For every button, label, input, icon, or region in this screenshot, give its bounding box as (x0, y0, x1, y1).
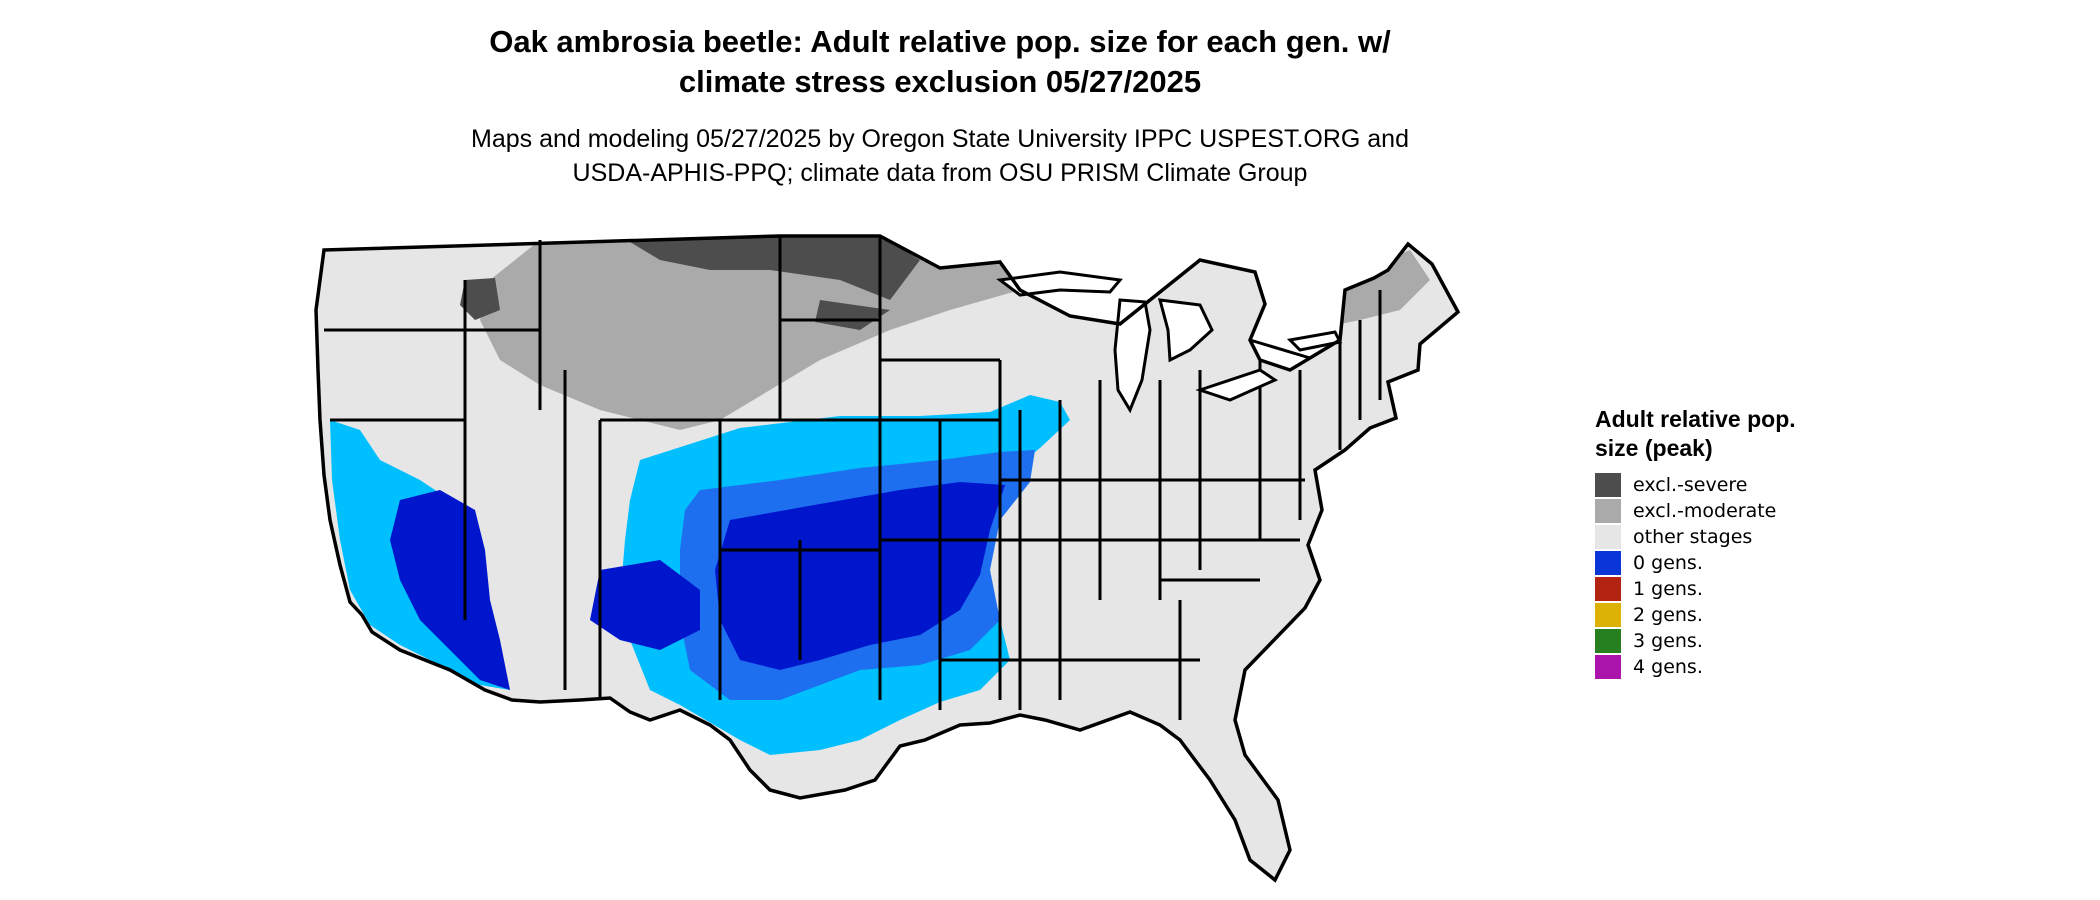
legend-swatch (1595, 655, 1621, 679)
state-border-line (324, 236, 1382, 720)
legend-swatch (1595, 525, 1621, 549)
map-subtitle-line-1: Maps and modeling 05/27/2025 by Oregon S… (471, 125, 1409, 153)
zone-excl-severe-north (620, 236, 920, 300)
zone-orange-keys (1230, 874, 1260, 880)
legend-label: other stages (1633, 526, 1753, 548)
map-title-line-2: climate stress exclusion 05/27/2025 (678, 64, 1202, 99)
legend-label: 0 gens. (1633, 552, 1703, 574)
legend-label: 1 gens. (1633, 578, 1703, 600)
us-map (314, 234, 1460, 882)
legend-swatch (1595, 577, 1621, 601)
lake-michigan (1113, 298, 1152, 414)
legend-label: excl.-severe (1633, 474, 1748, 496)
zone-excl-severe-rockies (460, 278, 500, 320)
legend-label: 3 gens. (1633, 630, 1703, 652)
legend-item-1-gens: 1 gens. (1595, 576, 1805, 602)
legend-item-4-gens: 4 gens. (1595, 654, 1805, 680)
legend-item-2-gens: 2 gens. (1595, 602, 1805, 628)
zone-deep-blue (715, 482, 1005, 670)
map-title-line-1: Oak ambrosia beetle: Adult relative pop.… (489, 24, 1391, 59)
model-zones (330, 236, 1430, 880)
legend-item-0-gens: 0 gens. (1595, 550, 1805, 576)
lake-huron (1157, 298, 1214, 363)
zone-deep-blue-southwest (390, 490, 510, 690)
zone-deep-blue-texas (590, 560, 700, 650)
legend-swatch (1595, 629, 1621, 653)
legend-label: 4 gens. (1633, 656, 1703, 678)
legend-item-excl-moderate: excl.-moderate (1595, 498, 1805, 524)
zone-excl-severe-lakes (815, 300, 890, 330)
legend-title: Adult relative pop. size (peak) (1595, 406, 1796, 461)
lake-erie (1195, 368, 1279, 402)
lake-superior (996, 270, 1123, 297)
legend-swatch (1595, 551, 1621, 575)
legend: Adult relative pop. size (peak) excl.-se… (1595, 405, 1805, 680)
legend-item-other-stages: other stages (1595, 524, 1805, 550)
map-subtitle: Maps and modeling 05/27/2025 by Oregon S… (380, 122, 1500, 190)
legend-item-excl-severe: excl.-severe (1595, 472, 1805, 498)
map-subtitle-line-2: USDA-APHIS-PPQ; climate data from OSU PR… (572, 159, 1308, 187)
state-borders (324, 236, 1382, 720)
legend-label: excl.-moderate (1633, 500, 1777, 522)
legend-item-3-gens: 3 gens. (1595, 628, 1805, 654)
legend-label: 2 gens. (1633, 604, 1703, 626)
legend-swatch (1595, 499, 1621, 523)
map-title: Oak ambrosia beetle: Adult relative pop.… (380, 22, 1500, 102)
legend-items: excl.-severe excl.-moderate other stages… (1595, 472, 1805, 680)
great-lakes (996, 270, 1343, 414)
legend-swatch (1595, 603, 1621, 627)
legend-swatch (1595, 473, 1621, 497)
